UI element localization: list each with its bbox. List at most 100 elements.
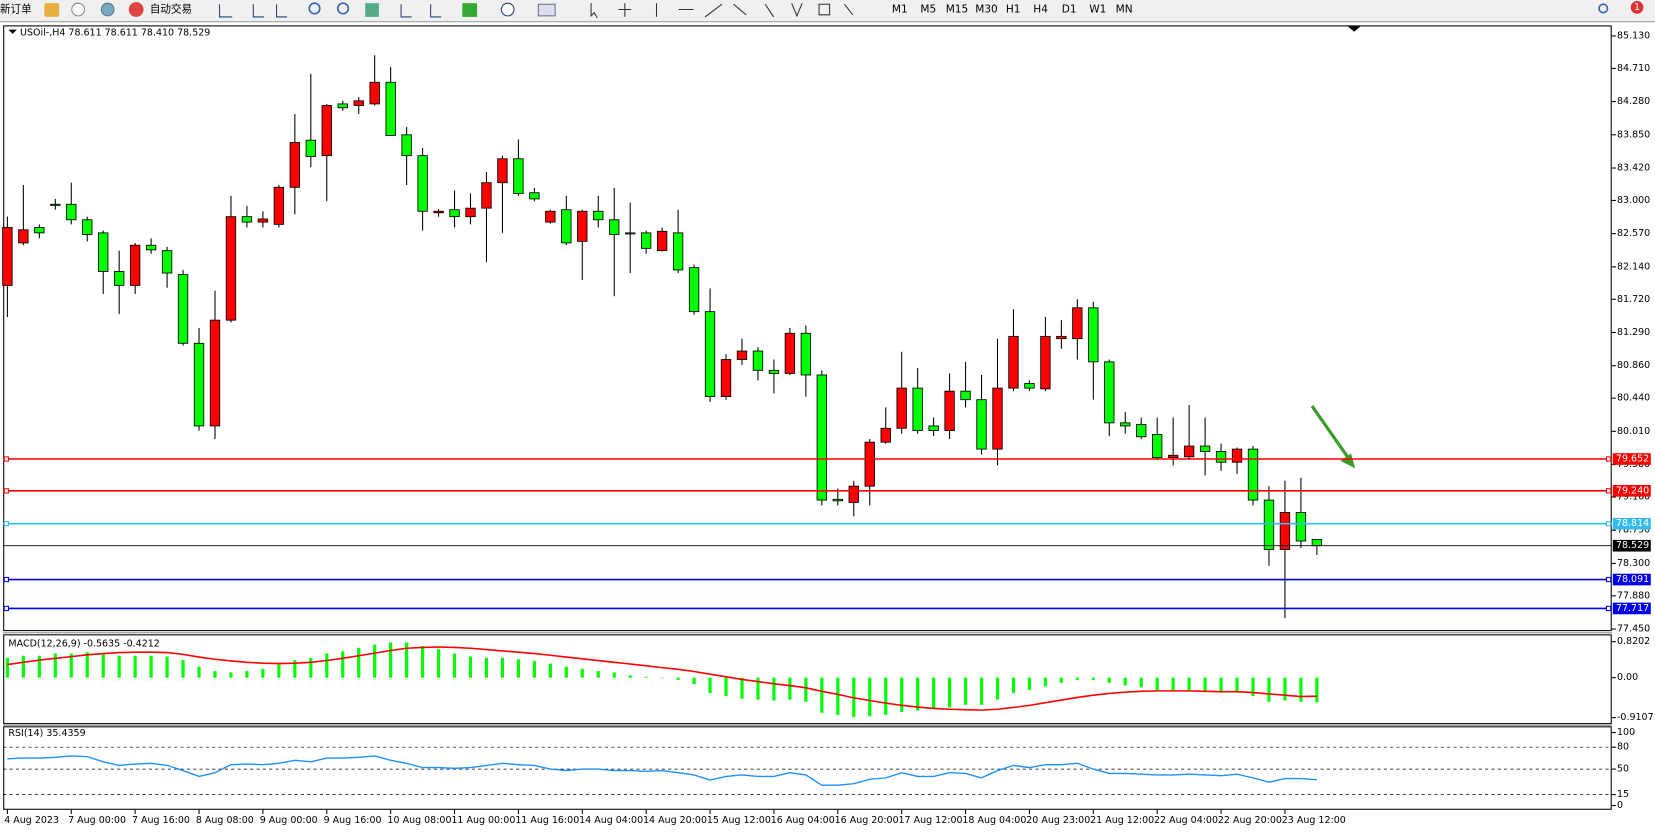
macd-bar bbox=[229, 672, 233, 678]
zoom-out[interactable] bbox=[336, 2, 350, 15]
y-tick-label: 80.010 bbox=[1617, 426, 1650, 437]
x-tick-label: 11 Aug 00:00 bbox=[451, 815, 515, 826]
x-tick-label: 9 Aug 16:00 bbox=[324, 815, 382, 826]
candle-body bbox=[34, 227, 45, 234]
macd-bar bbox=[884, 677, 888, 715]
level-label: 78.091 bbox=[1616, 574, 1649, 585]
tf-button[interactable]: H4 bbox=[1033, 4, 1048, 16]
candle-body bbox=[625, 232, 636, 235]
icon[interactable] bbox=[71, 2, 85, 17]
tf-button[interactable]: M5 bbox=[920, 4, 936, 16]
candle-body bbox=[1263, 499, 1275, 550]
macd-bar bbox=[1027, 677, 1032, 690]
candle-body bbox=[161, 250, 173, 274]
candle-body bbox=[18, 229, 29, 244]
macd-title: MACD(12,26,9) -0.5635 -0.4212 bbox=[8, 638, 159, 649]
icon[interactable] bbox=[100, 2, 115, 17]
macd-bar bbox=[500, 657, 505, 678]
templates[interactable] bbox=[537, 3, 556, 17]
macd-bar bbox=[1011, 677, 1016, 694]
candle-body bbox=[1040, 335, 1051, 390]
y-tick-label: 78.300 bbox=[1617, 558, 1650, 569]
drawing-tools[interactable] bbox=[590, 2, 854, 19]
candle-body bbox=[848, 485, 859, 503]
tf-button[interactable]: M30 bbox=[975, 4, 998, 16]
x-tick-label: 8 Aug 08:00 bbox=[196, 815, 254, 826]
candle-body bbox=[1136, 423, 1147, 438]
macd-bar bbox=[724, 677, 728, 697]
candle-body bbox=[577, 210, 588, 242]
macd-bar bbox=[1315, 677, 1319, 703]
candle-body bbox=[1056, 335, 1067, 340]
macd-bar bbox=[1107, 677, 1111, 683]
tf-button[interactable]: M15 bbox=[946, 4, 969, 16]
candle-body bbox=[305, 139, 316, 157]
x-tick-label: 7 Aug 16:00 bbox=[132, 815, 190, 826]
tf-button[interactable]: W1 bbox=[1089, 4, 1106, 16]
chart-title: USOil-,H4 78.611 78.611 78.410 78.529 bbox=[20, 27, 210, 38]
candle-body bbox=[66, 203, 77, 221]
candle-body bbox=[912, 387, 923, 432]
y-tick-label: 81.290 bbox=[1617, 327, 1650, 338]
macd-bar bbox=[900, 677, 904, 712]
macd-bar bbox=[133, 655, 137, 678]
y-tick-label: 84.710 bbox=[1617, 63, 1650, 74]
tf-button[interactable]: H1 bbox=[1006, 4, 1021, 16]
notification-badge[interactable] bbox=[1630, 1, 1644, 14]
level-label-bg bbox=[1612, 602, 1651, 615]
x-tick-label: 14 Aug 20:00 bbox=[643, 815, 707, 826]
panel-menu[interactable] bbox=[8, 29, 17, 34]
macd-bar bbox=[5, 657, 9, 678]
y-tick-label: 0.8202 bbox=[1617, 636, 1650, 647]
rsi-line bbox=[7, 755, 1317, 786]
macd-bar bbox=[1219, 677, 1223, 693]
indicators[interactable] bbox=[462, 3, 478, 17]
search[interactable] bbox=[1598, 3, 1609, 14]
macd-bar bbox=[373, 644, 377, 678]
macd-bar bbox=[421, 646, 425, 678]
macd-bar bbox=[357, 647, 361, 678]
chart-type-icons[interactable] bbox=[219, 4, 288, 18]
periods[interactable] bbox=[500, 2, 515, 17]
plot-layer: 4 Aug 2023 7 Aug 00:00 7 Aug 16:00 8 Aug 08… bbox=[2, 30, 1654, 826]
candle-body bbox=[864, 441, 875, 487]
level-marker bbox=[1605, 521, 1612, 527]
candle-body bbox=[145, 244, 157, 251]
tile[interactable] bbox=[365, 3, 379, 17]
candle-body bbox=[1104, 361, 1115, 424]
candle-body bbox=[353, 100, 364, 106]
macd-bar bbox=[804, 677, 808, 702]
main-panel bbox=[3, 25, 1612, 632]
arrow-annotation bbox=[1310, 405, 1356, 469]
macd-bar bbox=[676, 677, 680, 680]
macd-bar bbox=[1059, 677, 1063, 683]
level-marker bbox=[3, 576, 9, 583]
level-label-bg bbox=[1612, 573, 1651, 586]
tf-button[interactable]: D1 bbox=[1062, 4, 1077, 16]
zoom-in[interactable] bbox=[308, 2, 321, 15]
y-tick-label: 100 bbox=[1617, 727, 1635, 738]
macd-bar bbox=[21, 655, 25, 678]
macd-panel bbox=[3, 634, 1612, 725]
candle-body bbox=[800, 332, 812, 376]
tf-button[interactable]: M1 bbox=[892, 4, 908, 16]
level-label: 79.652 bbox=[1616, 453, 1649, 464]
candle-body bbox=[1311, 538, 1323, 547]
icon[interactable] bbox=[128, 2, 144, 17]
candle-body bbox=[321, 105, 332, 157]
icon[interactable] bbox=[44, 3, 60, 17]
auto-trading[interactable]: 自动交易 bbox=[150, 3, 192, 16]
macd-bar bbox=[963, 677, 968, 705]
candle-body bbox=[896, 387, 907, 429]
scroll-icons[interactable] bbox=[400, 4, 442, 18]
candle-body bbox=[1120, 422, 1131, 427]
candle-body bbox=[880, 427, 891, 443]
signal-line bbox=[7, 646, 1317, 711]
tf-button[interactable]: MN bbox=[1116, 4, 1133, 16]
y-tick-label: 0.00 bbox=[1617, 672, 1638, 683]
new-order[interactable]: 新订单 bbox=[0, 3, 32, 16]
candle-body bbox=[609, 219, 620, 235]
macd-bar bbox=[740, 677, 744, 699]
y-tick-label: 82.140 bbox=[1617, 261, 1650, 272]
candle-body bbox=[98, 232, 109, 272]
